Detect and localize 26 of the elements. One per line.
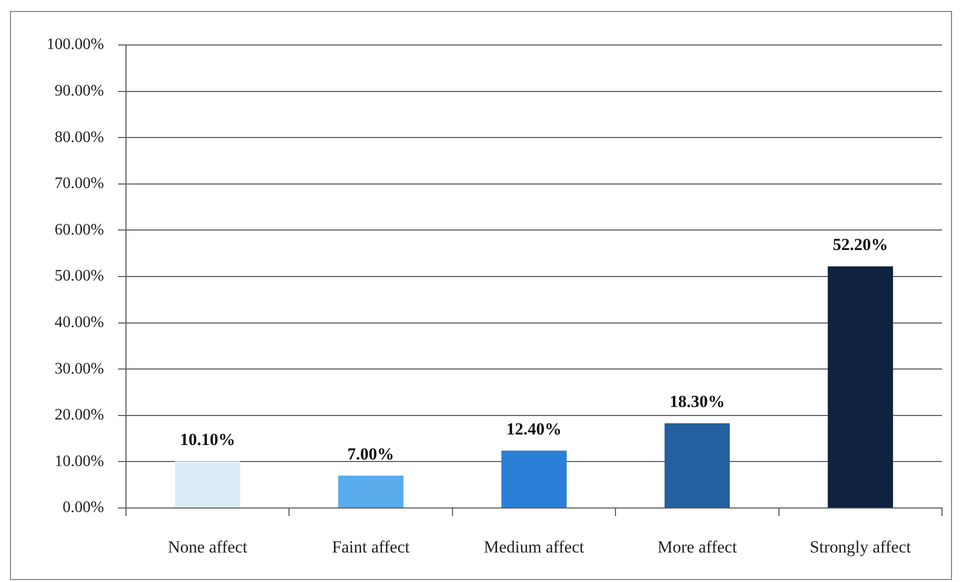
bar	[501, 450, 567, 508]
y-tick-label: 80.00%	[54, 128, 104, 146]
x-tick-label: Faint affect	[332, 538, 410, 557]
x-tick-label: Strongly affect	[810, 538, 912, 557]
y-tick-label: 50.00%	[54, 268, 104, 285]
data-label: 12.40%	[506, 419, 562, 438]
y-tick-label: 0.00%	[62, 499, 104, 516]
data-label: 18.30%	[670, 392, 725, 412]
y-tick-label: 70.00%	[54, 175, 104, 192]
y-tick-label: 90.00%	[54, 82, 104, 100]
y-tick-label: 60.00%	[54, 221, 104, 238]
bar	[664, 423, 730, 508]
data-label: 10.10%	[180, 430, 236, 450]
y-tick-label: 100.00%	[46, 36, 104, 54]
bar	[828, 266, 894, 508]
y-tick-label: 40.00%	[54, 314, 104, 332]
x-tick-label: None affect	[168, 538, 248, 557]
bar	[174, 461, 240, 508]
y-tick-label: 10.00%	[54, 452, 104, 470]
y-tick-label: 30.00%	[54, 360, 104, 378]
data-label: 7.00%	[347, 444, 394, 464]
bar	[338, 476, 404, 508]
x-tick-label: More affect	[657, 538, 738, 557]
data-label: 52.20%	[832, 235, 888, 254]
y-tick-label: 20.00%	[54, 406, 104, 424]
x-tick-label: Medium affect	[484, 538, 584, 557]
